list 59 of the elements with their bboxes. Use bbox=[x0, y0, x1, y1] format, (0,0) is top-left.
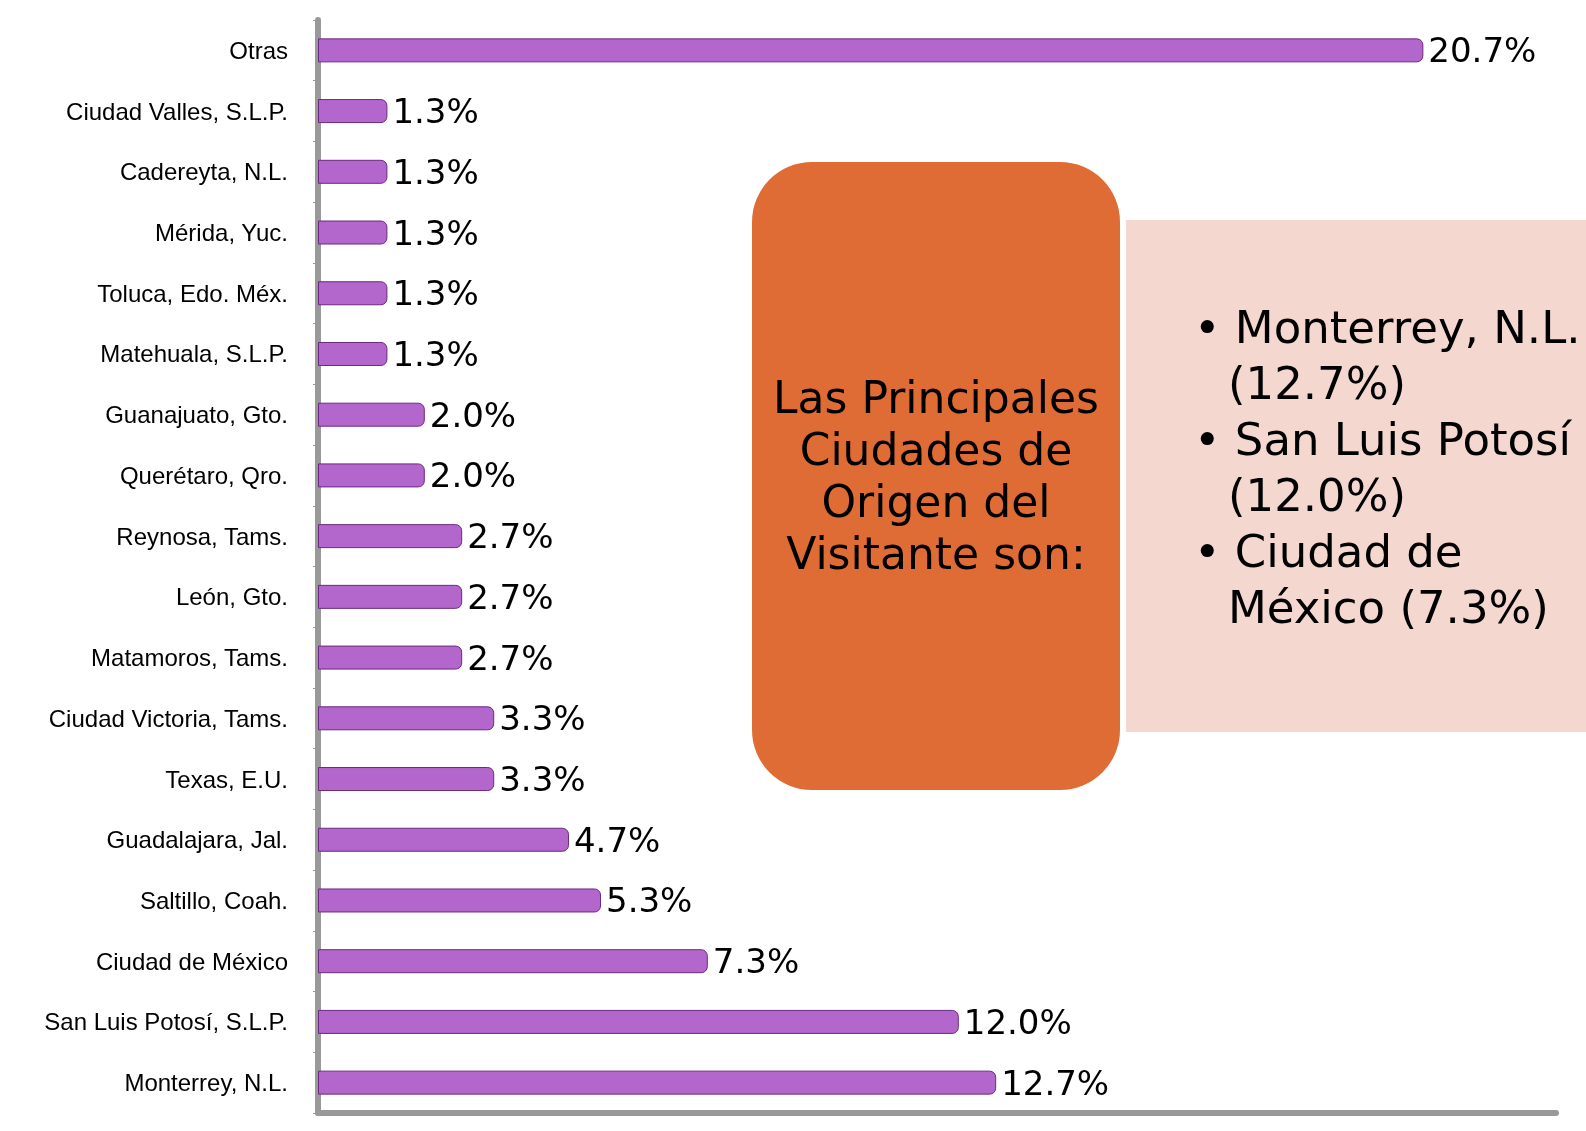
data-label: 1.3% bbox=[392, 212, 479, 253]
bar bbox=[318, 524, 463, 549]
y-tick-label: San Luis Potosí, S.L.P. bbox=[44, 1008, 288, 1036]
bar bbox=[318, 706, 495, 731]
data-label: 20.7% bbox=[1428, 30, 1537, 71]
data-label: 2.0% bbox=[429, 394, 517, 435]
y-tick-label: Matamoros, Tams. bbox=[91, 644, 288, 672]
data-label: 7.3% bbox=[712, 941, 800, 982]
bar bbox=[318, 1009, 959, 1034]
y-tick-label: Ciudad Valles, S.L.P. bbox=[66, 97, 288, 125]
data-label: 5.3% bbox=[606, 880, 693, 921]
data-label: 1.3% bbox=[392, 151, 479, 192]
y-tick-label: Monterrey, N.L. bbox=[124, 1069, 288, 1097]
data-label: 4.7% bbox=[573, 819, 661, 860]
callout-panel: • Monterrey, N.L. (12.7%) • San Luis Potosí (12.0%) • Ciudad de México (7.3%) bbox=[1126, 220, 1586, 732]
y-tick-label: Ciudad Victoria, Tams. bbox=[48, 704, 288, 732]
bar bbox=[318, 38, 1424, 63]
data-label: 1.3% bbox=[392, 273, 479, 314]
y-tick-label: Guanajuato, Gto. bbox=[105, 401, 288, 429]
y-tick-label: Otras bbox=[229, 36, 288, 64]
bar bbox=[318, 949, 708, 974]
bar bbox=[318, 1070, 997, 1095]
bar bbox=[318, 341, 388, 366]
annotation: • Monterrey, N.L. (12.7%) bbox=[1194, 300, 1582, 412]
data-label: 12.0% bbox=[963, 1001, 1072, 1042]
y-tick-label: Texas, E.U. bbox=[165, 765, 288, 793]
data-label: 2.7% bbox=[467, 576, 554, 617]
rounded-callout-box: Las Principales Ciudades de Origen del Visitante son: bbox=[752, 162, 1120, 790]
y-tick-label: Cadereyta, N.L. bbox=[119, 158, 288, 186]
data-label: 1.3% bbox=[392, 91, 479, 132]
bar bbox=[318, 402, 425, 427]
y-tick-label: Toluca, Edo. Méx. bbox=[97, 279, 288, 307]
data-label: 3.3% bbox=[499, 698, 586, 739]
data-label: 2.7% bbox=[467, 516, 554, 557]
annotation: • San Luis Potosí (12.0%) bbox=[1194, 412, 1573, 524]
bar bbox=[318, 159, 388, 184]
bar bbox=[318, 888, 602, 913]
bar bbox=[318, 463, 425, 488]
data-label: 1.3% bbox=[392, 333, 479, 374]
y-tick-label: Mérida, Yuc. bbox=[155, 219, 288, 247]
y-tick-label: Reynosa, Tams. bbox=[116, 522, 288, 550]
bar bbox=[318, 584, 463, 609]
y-tick-label: Saltillo, Coah. bbox=[139, 886, 288, 914]
y-tick-label: Ciudad de México bbox=[95, 947, 288, 975]
y-tick-label: Querétaro, Qro. bbox=[119, 461, 288, 489]
data-label: 3.3% bbox=[499, 759, 586, 800]
y-tick-label: León, Gto. bbox=[175, 583, 288, 611]
y-tick-label: Guadalajara, Jal. bbox=[106, 826, 288, 854]
bar bbox=[318, 220, 388, 245]
annotation: • Ciudad de México (7.3%) bbox=[1194, 524, 1550, 636]
bar bbox=[318, 767, 495, 792]
y-tick-label: Matehuala, S.L.P. bbox=[100, 340, 288, 368]
data-label: 2.0% bbox=[429, 455, 517, 496]
data-label: 2.7% bbox=[467, 637, 554, 678]
bar bbox=[318, 99, 388, 124]
bar bbox=[318, 281, 388, 306]
bar bbox=[318, 645, 463, 670]
bar bbox=[318, 827, 569, 852]
data-label: 12.7% bbox=[1001, 1062, 1110, 1103]
